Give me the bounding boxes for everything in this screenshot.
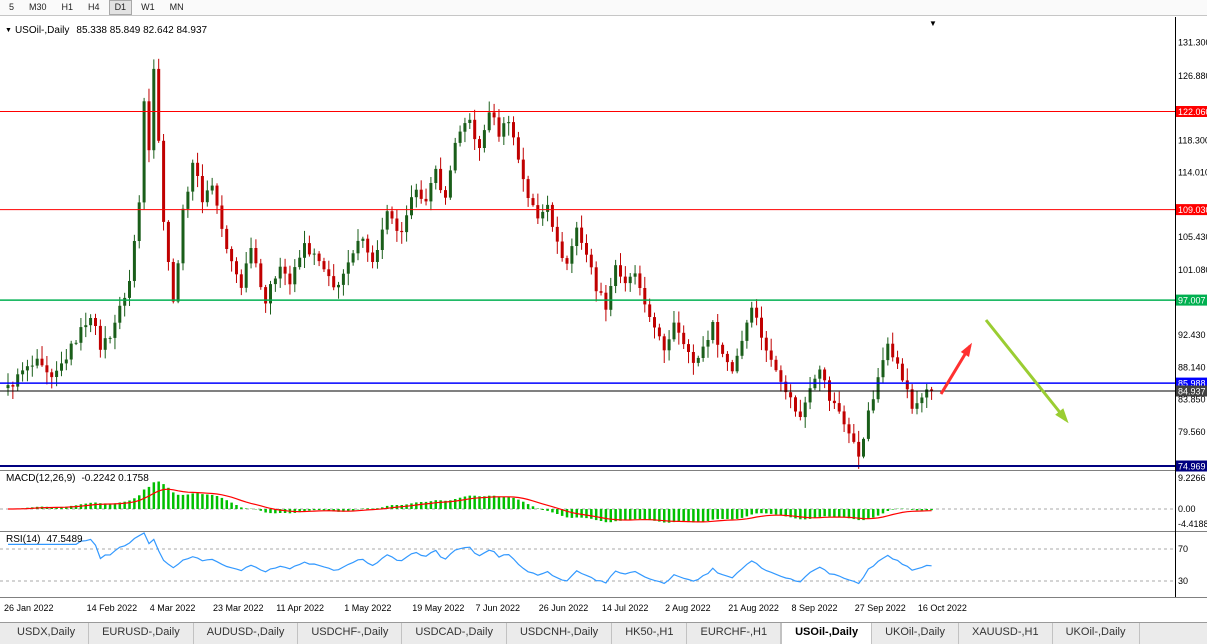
rsi-indicator-label: RSI(14) 47.5489	[6, 534, 83, 545]
timeframe-button-mn[interactable]: MN	[169, 2, 184, 12]
price-axis-label: 122.060	[1178, 107, 1207, 117]
price-badge	[1176, 385, 1207, 397]
macd-values: -0.2242 0.1758	[81, 473, 149, 484]
chart-canvas[interactable]: 9.2266 0.00 -4.4188 70 30 131.300 126.880 122.0…	[0, 17, 1207, 622]
date-axis-label: 8 Sep 2022	[792, 603, 838, 613]
chart-tab-eurchf-h1[interactable]: EURCHF-,H1	[687, 623, 782, 644]
macd-signal-line	[8, 488, 932, 523]
date-axis-label: 14 Feb 2022	[87, 603, 138, 613]
rsi-axis-label: 70	[1178, 544, 1188, 554]
price-axis-label: 85.988	[1178, 379, 1206, 389]
date-axis-label: 16 Oct 2022	[918, 603, 967, 613]
price-axis-label: 79.560	[1178, 427, 1206, 437]
chart-tab-xauusd-h1[interactable]: XAUUSD-,H1	[958, 623, 1053, 644]
price-axis-label: 88.140	[1178, 362, 1206, 372]
date-axis-label: 2 Aug 2022	[665, 603, 711, 613]
price-axis-label: 109.030	[1178, 205, 1207, 215]
macd-panel[interactable]	[0, 471, 1175, 531]
chart-tab-ukoil-daily[interactable]: UKOil-,Daily	[1052, 623, 1140, 644]
price-axis-label: 101.080	[1178, 265, 1207, 275]
date-axis-label: 26 Jan 2022	[4, 603, 54, 613]
chart-tab-audusd-daily[interactable]: AUDUSD-,Daily	[193, 623, 299, 644]
candlestick-series	[6, 58, 934, 469]
price-axis-label: 97.007	[1178, 296, 1206, 306]
chart-tab-usdcad-daily[interactable]: USDCAD-,Daily	[402, 623, 507, 644]
price-badge	[1176, 460, 1207, 472]
chart-tab-usdchf-daily[interactable]: USDCHF-,Daily	[298, 623, 403, 644]
chart-title: ▼ USOil-,Daily 85.338 85.849 82.642 84.937	[5, 25, 207, 36]
price-axis-label: 131.300	[1178, 38, 1207, 48]
chart-symbol-label: USOil-,Daily	[14, 25, 70, 36]
chart-ohlc-values: 85.338 85.849 82.642 84.937	[76, 25, 208, 36]
price-axis-label: 92.430	[1178, 330, 1206, 340]
date-axis-label: 1 May 2022	[344, 603, 391, 613]
date-axis-label: 14 Jul 2022	[602, 603, 649, 613]
timeframe-button-5[interactable]: 5	[9, 2, 15, 12]
date-axis-label: 7 Jun 2022	[476, 603, 521, 613]
date-axis-label: 27 Sep 2022	[855, 603, 906, 613]
rsi-name: RSI(14)	[6, 534, 41, 545]
timeframe-button-h1[interactable]: H1	[61, 2, 74, 12]
timeframe-toolbar: 5 M30 H1 H4 D1 W1 MN	[0, 0, 1207, 16]
chart-tab-hk50-h1[interactable]: HK50-,H1	[612, 623, 688, 644]
bullish-arrow-head	[960, 342, 972, 357]
price-axis-label: 126.880	[1178, 71, 1207, 81]
macd-axis-label: 0.00	[1178, 504, 1196, 514]
rsi-axis-label: 30	[1178, 576, 1188, 586]
macd-axis-label: -4.4188	[1178, 519, 1207, 529]
price-axis-label: 84.937	[1178, 387, 1206, 397]
chart-tab-eurusd-daily[interactable]: EURUSD-,Daily	[89, 623, 194, 644]
macd-indicator-label: MACD(12,26,9) -0.2242 0.1758	[6, 473, 149, 484]
rsi-line	[8, 532, 932, 585]
date-axis-label: 26 Jun 2022	[539, 603, 589, 613]
price-axis-label: 118.300	[1178, 135, 1207, 145]
timeframe-button-h4[interactable]: H4	[88, 2, 100, 12]
rsi-panel[interactable]	[0, 532, 1175, 597]
chart-tab-usdx-daily[interactable]: USDX,Daily	[4, 623, 90, 644]
chart-shift-marker-icon: ▼	[929, 19, 937, 28]
date-axis-label: 4 Mar 2022	[150, 603, 196, 613]
chart-tab-usoil-daily[interactable]: USOil-,Daily	[781, 623, 873, 644]
price-axis-label: 83.850	[1178, 395, 1206, 405]
date-axis-label: 19 May 2022	[412, 603, 464, 613]
price-badge	[1176, 204, 1207, 216]
chart-tab-usdcnh-daily[interactable]: USDCNH-,Daily	[506, 623, 613, 644]
price-axis-label: 74.969	[1178, 462, 1206, 472]
chart-tab-ukoil-daily[interactable]: UKOil-,Daily	[872, 623, 959, 644]
macd-name: MACD(12,26,9)	[6, 473, 76, 484]
macd-axis-label: 9.2266	[1178, 473, 1206, 483]
price-axis-label: 105.430	[1178, 232, 1207, 242]
bearish-arrow[interactable]	[984, 319, 1068, 421]
timeframe-button-w1[interactable]: W1	[141, 2, 155, 12]
timeframe-button-m30[interactable]: M30	[29, 2, 47, 12]
date-axis-label: 21 Aug 2022	[728, 603, 779, 613]
rsi-value: 47.5489	[46, 534, 83, 545]
price-axis-label: 114.010	[1178, 168, 1207, 178]
price-badge	[1176, 294, 1207, 306]
price-badge	[1176, 377, 1207, 389]
price-badge	[1176, 106, 1207, 117]
timeframe-button-d1[interactable]: D1	[108, 0, 133, 15]
date-axis-label: 11 Apr 2022	[276, 603, 324, 613]
bearish-arrow-head	[1055, 408, 1069, 424]
symbol-marker-icon: ▼	[5, 27, 12, 34]
date-axis-label: 23 Mar 2022	[213, 603, 264, 613]
chart-tabbar: USDX,Daily EURUSD-,Daily AUDUSD-,Daily USDC…	[0, 622, 1207, 644]
